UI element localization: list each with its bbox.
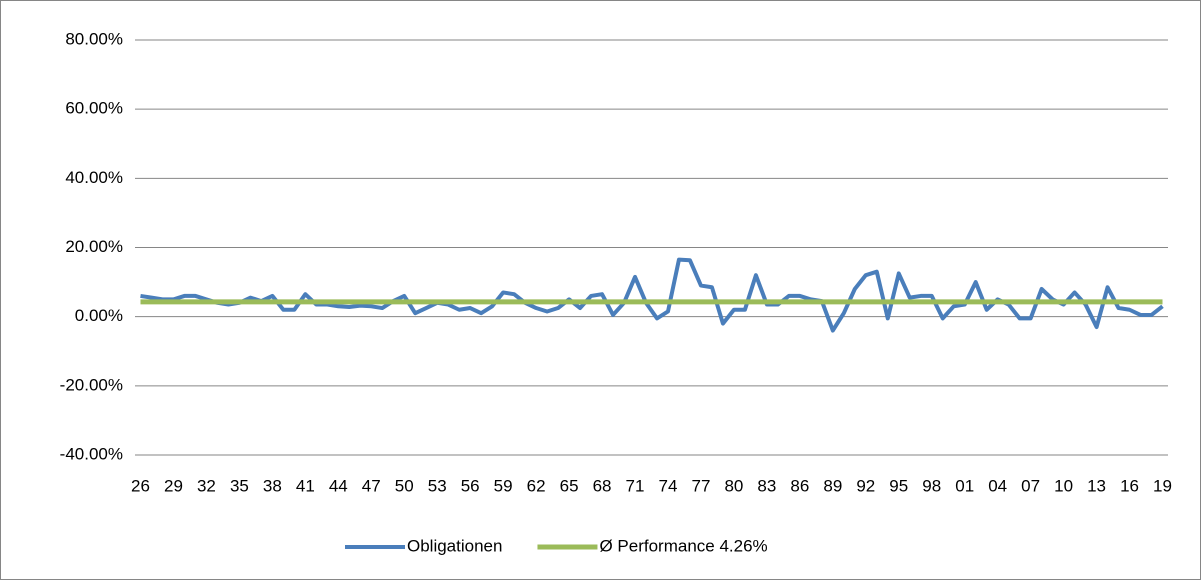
x-tick-label: 38 [263,476,282,495]
y-tick-label: 80.00% [65,29,123,48]
x-tick-label: 68 [593,476,612,495]
y-tick-label: -20.00% [60,375,123,394]
x-tick-label: 50 [395,476,414,495]
x-tick-label: 53 [428,476,447,495]
y-tick-label: 20.00% [65,237,123,256]
x-tick-label: 04 [988,476,1007,495]
x-tick-label: 77 [691,476,710,495]
x-tick-label: 56 [461,476,480,495]
x-tick-label: 01 [955,476,974,495]
x-tick-label: 98 [922,476,941,495]
x-tick-label: 07 [1021,476,1040,495]
x-tick-label: 35 [230,476,249,495]
x-tick-label: 86 [790,476,809,495]
x-tick-label: 92 [856,476,875,495]
x-tick-label: 95 [889,476,908,495]
x-tick-label: 47 [362,476,381,495]
y-tick-label: 0.00% [75,306,123,325]
x-tick-label: 29 [164,476,183,495]
x-tick-label: 74 [659,476,678,495]
legend-label: Ø Performance 4.26% [599,536,767,555]
x-tick-label: 32 [197,476,216,495]
y-tick-label: 60.00% [65,99,123,118]
x-tick-label: 41 [296,476,315,495]
x-tick-label: 13 [1087,476,1106,495]
x-tick-label: 10 [1054,476,1073,495]
x-tick-label: 62 [527,476,546,495]
y-tick-label: 40.00% [65,168,123,187]
x-tick-label: 59 [494,476,513,495]
x-tick-label: 44 [329,476,348,495]
x-tick-label: 26 [131,476,150,495]
x-tick-label: 71 [626,476,645,495]
x-tick-label: 16 [1120,476,1139,495]
x-tick-label: 89 [823,476,842,495]
x-tick-label: 19 [1153,476,1172,495]
y-tick-label: -40.00% [60,444,123,463]
x-tick-label: 83 [757,476,776,495]
x-tick-label: 65 [560,476,579,495]
x-tick-label: 80 [724,476,743,495]
legend-label: Obligationen [407,536,502,555]
data-line [140,257,1164,333]
